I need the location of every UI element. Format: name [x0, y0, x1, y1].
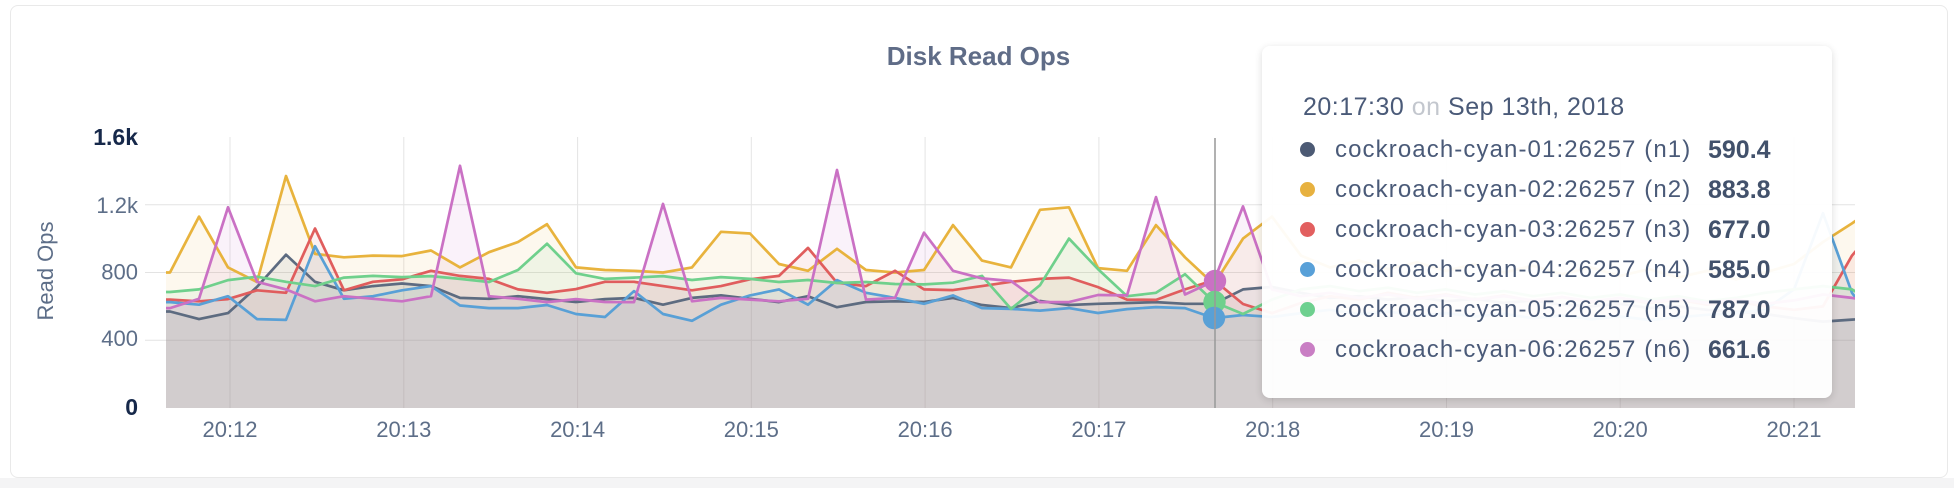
svg-text:20:18: 20:18	[1245, 417, 1300, 442]
svg-text:20:14: 20:14	[550, 417, 605, 442]
svg-text:20:21: 20:21	[1766, 417, 1821, 442]
svg-text:1.6k: 1.6k	[93, 124, 138, 150]
svg-text:1.2k: 1.2k	[96, 193, 139, 218]
svg-text:20:12: 20:12	[202, 417, 257, 442]
svg-text:800: 800	[101, 260, 138, 285]
svg-text:20:15: 20:15	[724, 417, 779, 442]
svg-text:0: 0	[125, 394, 138, 420]
svg-text:Read Ops: Read Ops	[33, 221, 58, 320]
svg-text:20:13: 20:13	[376, 417, 431, 442]
svg-text:20:19: 20:19	[1419, 417, 1474, 442]
svg-text:20:17: 20:17	[1071, 417, 1126, 442]
svg-text:20:16: 20:16	[898, 417, 953, 442]
svg-text:20:20: 20:20	[1593, 417, 1648, 442]
svg-text:400: 400	[101, 326, 138, 351]
